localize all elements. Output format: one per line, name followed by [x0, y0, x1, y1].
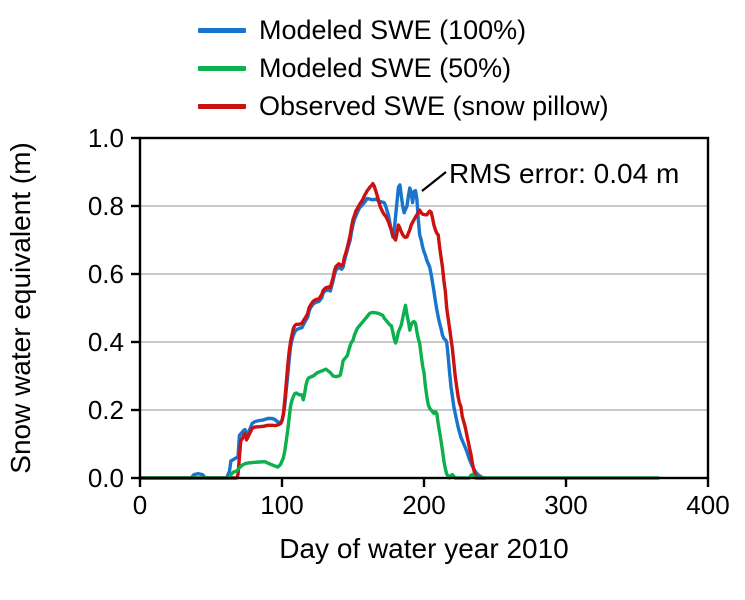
chart-legend: Modeled SWE (100%) Modeled SWE (50%) Obs… — [198, 14, 609, 123]
legend-label-observed-swe: Observed SWE (snow pillow) — [259, 91, 609, 121]
x-tick-label-400: 400 — [686, 490, 729, 520]
legend-line-swatch-red — [198, 104, 246, 109]
x-axis-tick-labels: 0 100 200 300 400 — [133, 490, 730, 520]
y-tick-label-0.6: 0.6 — [88, 259, 124, 289]
y-tick-label-1.0: 1.0 — [88, 123, 124, 153]
legend-item-observed-swe: Observed SWE (snow pillow) — [198, 90, 609, 123]
series-lines — [138, 181, 660, 480]
legend-label-modeled-swe-100: Modeled SWE (100%) — [259, 15, 527, 45]
gridlines — [140, 205, 708, 411]
rms-error-annotation: RMS error: 0.04 m — [449, 158, 679, 189]
x-tick-label-200: 200 — [402, 490, 445, 520]
y-axis-ticks — [131, 136, 140, 480]
series-line-modeled-swe-50 — [138, 303, 660, 480]
x-axis-ticks — [138, 478, 710, 487]
y-axis-tick-labels: 0.0 0.2 0.4 0.6 0.8 1.0 — [88, 123, 124, 493]
x-tick-label-0: 0 — [133, 490, 147, 520]
series-line-modeled-swe-100 — [138, 183, 486, 480]
x-axis-title: Day of water year 2010 — [279, 533, 569, 564]
legend-line-swatch-blue — [198, 28, 246, 33]
y-tick-label-0.2: 0.2 — [88, 395, 124, 425]
y-tick-label-0.4: 0.4 — [88, 327, 124, 357]
legend-line-swatch-green — [198, 66, 246, 71]
legend-label-modeled-swe-50: Modeled SWE (50%) — [259, 53, 512, 83]
y-axis-title: Snow water equivalent (m) — [5, 142, 36, 473]
legend-item-modeled-swe-50: Modeled SWE (50%) — [198, 52, 609, 85]
x-tick-label-300: 300 — [544, 490, 587, 520]
legend-item-modeled-swe-100: Modeled SWE (100%) — [198, 14, 609, 47]
y-tick-label-0.0: 0.0 — [88, 463, 124, 493]
x-tick-label-100: 100 — [260, 490, 303, 520]
annotation-leader-line — [421, 171, 447, 192]
y-tick-label-0.8: 0.8 — [88, 191, 124, 221]
series-line-observed-swe-snow-pillow — [138, 181, 487, 480]
